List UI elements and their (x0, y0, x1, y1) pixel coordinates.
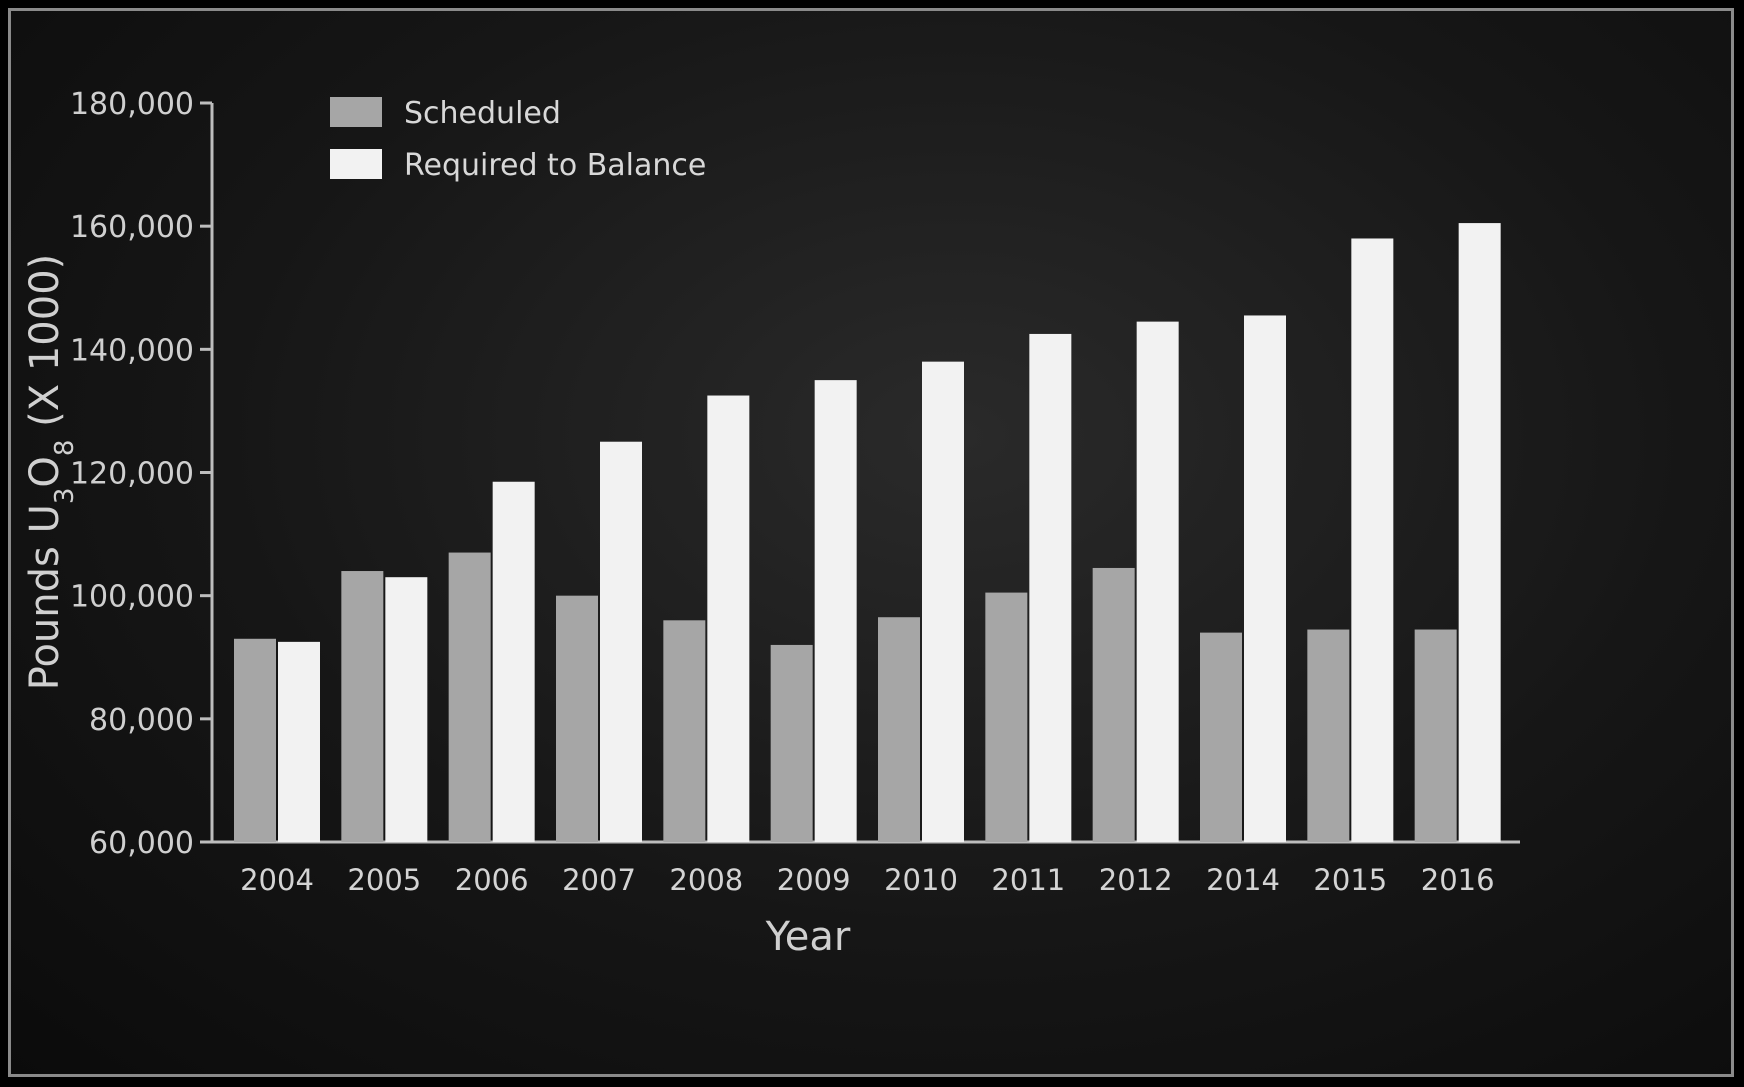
x-tick-label: 2009 (777, 863, 851, 897)
x-tick-label: 2005 (347, 863, 421, 897)
bar-required-to-balance (707, 396, 749, 842)
y-tick-label: 80,000 (89, 703, 194, 738)
bar-scheduled (1200, 633, 1242, 842)
y-axis-title-sub1: 3 (50, 488, 80, 505)
y-ticks: 60,000 80,000 100,000 120,000 140,000 160,000… (70, 87, 212, 861)
y-axis-title-prefix: Pounds U (22, 504, 68, 690)
x-tick-label: 2007 (562, 863, 636, 897)
bar-scheduled (556, 596, 598, 842)
y-axis-title-mid: O (22, 456, 68, 487)
x-tick-label: 2010 (884, 863, 958, 897)
bar-scheduled (878, 617, 920, 842)
x-tick-label: 2012 (1099, 863, 1173, 897)
y-tick-label: 140,000 (70, 333, 194, 368)
x-axis-title: Year (765, 914, 851, 960)
bar-scheduled (234, 639, 276, 842)
x-tick-label: 2016 (1421, 863, 1495, 897)
y-tick-label: 60,000 (89, 826, 194, 861)
bar-scheduled (341, 571, 383, 842)
legend-label-required-to-balance: Required to Balance (404, 148, 706, 183)
bar-scheduled (985, 593, 1027, 842)
bar-required-to-balance (1137, 322, 1179, 842)
y-tick-label: 100,000 (70, 580, 194, 615)
bar-required-to-balance (493, 482, 535, 842)
y-tick-label: 160,000 (70, 210, 194, 245)
bar-required-to-balance (1459, 223, 1501, 842)
bar-scheduled (449, 553, 491, 842)
legend: Scheduled Required to Balance (330, 96, 706, 183)
x-tick-label: 2015 (1313, 863, 1387, 897)
legend-swatch-required-to-balance (330, 149, 382, 179)
x-tick-label: 2004 (240, 863, 314, 897)
legend-label-scheduled: Scheduled (404, 96, 561, 131)
bar-required-to-balance (600, 442, 642, 842)
bar-required-to-balance (1029, 334, 1071, 842)
bar-required-to-balance (815, 380, 857, 842)
y-axis-title-suffix: (X 1000) (22, 254, 68, 440)
x-tick-label: 2006 (455, 863, 529, 897)
bar-required-to-balance (922, 362, 964, 842)
bar-required-to-balance (278, 642, 320, 842)
x-tick-label: 2014 (1206, 863, 1280, 897)
y-tick-label: 180,000 (70, 87, 194, 122)
bar-scheduled (1307, 630, 1349, 842)
y-tick-label: 120,000 (70, 457, 194, 492)
x-tick-label: 2011 (991, 863, 1065, 897)
y-axis-title-sub2: 8 (50, 440, 80, 457)
bars (234, 223, 1501, 842)
x-ticks: 2004 2005 2006 2007 2008 2009 2010 2011 2012 2014… (240, 863, 1494, 897)
bar-scheduled (663, 620, 705, 842)
bar-scheduled (1093, 568, 1135, 842)
bar-scheduled (771, 645, 813, 842)
legend-swatch-scheduled (330, 97, 382, 127)
bar-scheduled (1415, 630, 1457, 842)
bar-required-to-balance (1244, 315, 1286, 842)
x-tick-label: 2008 (669, 863, 743, 897)
bar-required-to-balance (385, 577, 427, 842)
bar-required-to-balance (1351, 238, 1393, 842)
